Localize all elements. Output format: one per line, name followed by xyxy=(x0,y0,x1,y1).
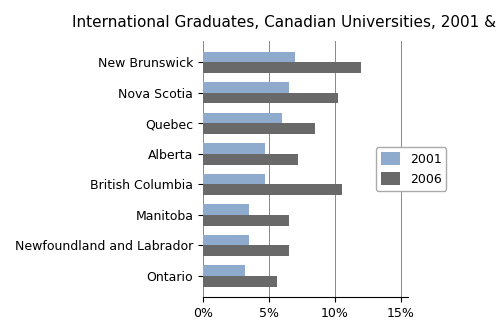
Bar xyxy=(202,276,277,287)
Bar xyxy=(202,113,282,123)
Bar xyxy=(202,123,315,134)
Bar xyxy=(202,52,295,62)
Bar xyxy=(202,174,265,184)
Legend: 2001, 2006: 2001, 2006 xyxy=(375,147,445,191)
Bar xyxy=(202,184,341,195)
Title: International Graduates, Canadian Universities, 2001 & 2006: International Graduates, Canadian Univer… xyxy=(71,15,501,30)
Bar xyxy=(202,82,288,93)
Bar xyxy=(202,204,248,215)
Bar xyxy=(202,143,265,154)
Bar xyxy=(202,93,337,104)
Bar xyxy=(202,62,361,73)
Bar xyxy=(202,154,298,164)
Bar xyxy=(202,265,245,276)
Bar xyxy=(202,235,248,246)
Bar xyxy=(202,246,288,256)
Bar xyxy=(202,215,288,225)
